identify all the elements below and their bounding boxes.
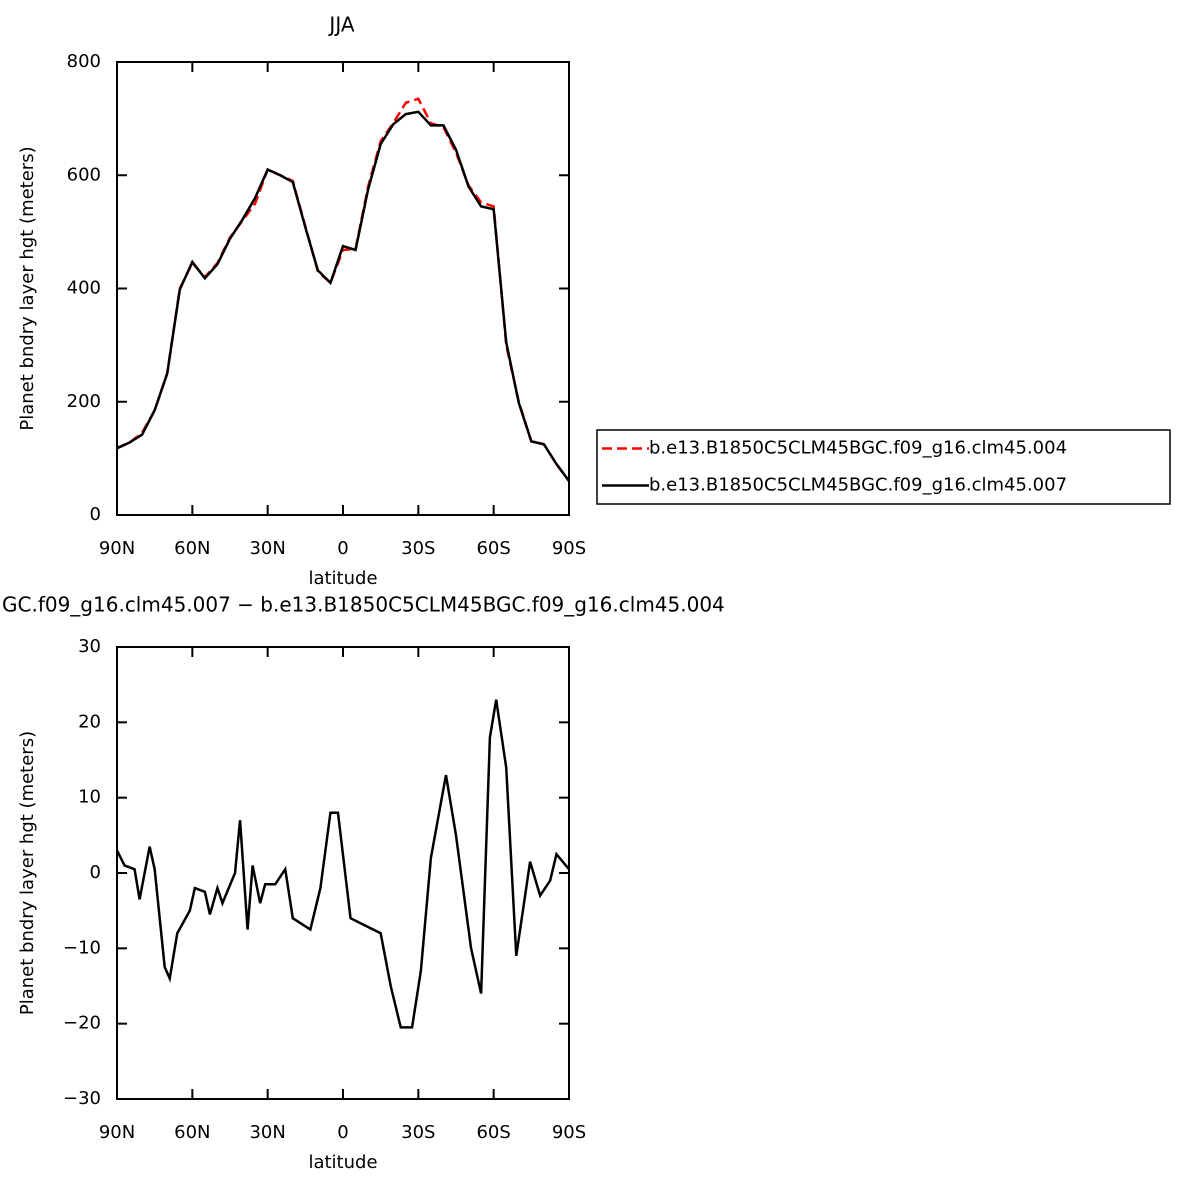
x-tick-label: 30S [401,1122,435,1143]
y-tick-label: 400 [67,278,101,299]
x-tick-label: 90S [552,538,586,559]
y-tick-label: −20 [63,1013,101,1034]
data-line [116,97,571,482]
data-line [115,699,570,1029]
y-tick-label: 30 [78,636,101,657]
x-tick-label: 0 [337,1122,348,1143]
y-tick-label: 0 [90,862,101,883]
x-tick-label: 60S [476,1122,510,1143]
y-axis-label: Planet bndry layer hgt (meters) [17,731,38,1015]
y-tick-label: −30 [63,1088,101,1109]
x-tick-label: 30N [249,538,285,559]
chart-title: GC.f09_g16.clm45.007 − b.e13.B1850C5CLM4… [2,593,725,617]
y-tick-label: 600 [67,164,101,185]
x-tick-label: 60N [174,538,210,559]
chart-title: JJA [327,13,354,37]
x-tick-label: 90N [99,1122,135,1143]
plot-frame [116,61,570,516]
x-tick-label: 90N [99,538,135,559]
y-tick-label: 10 [78,787,101,808]
x-axis-label: latitude [308,1152,377,1173]
x-axis-label: latitude [308,568,377,589]
x-tick-label: 60S [476,538,510,559]
x-tick-label: 30S [401,538,435,559]
x-tick-label: 30N [249,1122,285,1143]
legend-label: b.e13.B1850C5CLM45BGC.f09_g16.clm45.004 [649,438,1067,459]
y-tick-label: 0 [90,504,101,525]
legend-label: b.e13.B1850C5CLM45BGC.f09_g16.clm45.007 [649,475,1067,496]
y-axis-label: Planet bndry layer hgt (meters) [17,146,38,430]
legend-box [596,429,1171,505]
x-tick-label: 90S [552,1122,586,1143]
y-tick-label: 800 [67,51,101,72]
y-tick-label: −10 [63,937,101,958]
x-tick-label: 0 [337,538,348,559]
x-tick-label: 60N [174,1122,210,1143]
data-line [116,110,571,482]
plot-frame [116,646,570,1100]
y-tick-label: 20 [78,711,101,732]
y-tick-label: 200 [67,391,101,412]
